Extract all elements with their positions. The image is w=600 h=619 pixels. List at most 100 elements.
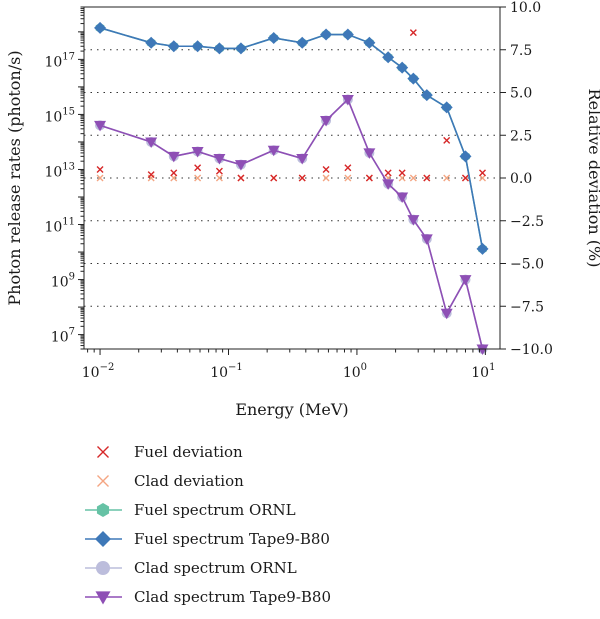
data-point (440, 101, 453, 114)
data-point (420, 89, 433, 102)
data-point (476, 242, 489, 255)
data-point (420, 234, 433, 245)
data-point (459, 150, 472, 163)
data-point (384, 169, 392, 177)
data-point (365, 174, 373, 182)
series-clad-spectrum-ornl (95, 94, 488, 354)
data-point (363, 36, 376, 49)
data-point (267, 31, 280, 44)
data-point (396, 192, 409, 203)
data-point (96, 165, 104, 173)
data-point (170, 169, 178, 177)
y-tick-label: 107 (51, 327, 75, 346)
x-tick-label: 10−2 (82, 362, 115, 381)
legend-marker (96, 561, 110, 575)
data-point (191, 40, 204, 53)
data-point (94, 120, 107, 132)
data-point (213, 42, 226, 55)
legend-item: Fuel deviation (97, 443, 243, 461)
legend-label: Fuel spectrum ORNL (134, 501, 296, 519)
data-point (459, 275, 472, 286)
y2-tick-label: 7.5 (510, 43, 532, 59)
data-point (396, 61, 409, 74)
legend-marker (97, 446, 109, 458)
data-point (322, 165, 330, 173)
legend-marker (96, 503, 110, 517)
data-point (398, 174, 406, 182)
data-point (215, 167, 223, 175)
data-point (382, 51, 395, 64)
y2-tick-label: 5.0 (510, 86, 532, 102)
series-line (99, 98, 484, 350)
y-tick-label: 109 (51, 272, 75, 291)
data-point (213, 154, 226, 165)
x-axis-label: Energy (MeV) (235, 400, 348, 419)
data-point (145, 36, 158, 49)
data-point (96, 174, 104, 182)
data-point (194, 174, 202, 182)
legend-item: Clad spectrum ORNL (85, 559, 297, 577)
y-tick-label: 1017 (44, 51, 75, 70)
legend-label: Fuel spectrum Tape9-B80 (134, 530, 330, 548)
legend-label: Clad deviation (134, 472, 244, 490)
data-point (215, 174, 223, 182)
data-point (167, 40, 180, 53)
series-fuel-deviation (96, 29, 486, 182)
x-tick-label: 101 (471, 362, 495, 381)
data-point (382, 179, 395, 190)
data-point (398, 169, 406, 177)
data-point (270, 174, 278, 182)
data-point (234, 160, 247, 171)
y-axis-left: 107 109 1011 1013 1015 1017 (44, 6, 84, 350)
data-point (476, 344, 489, 355)
data-point (94, 21, 107, 34)
data-point (341, 94, 354, 106)
legend: Fuel deviation Clad deviation Fuel spectru… (85, 443, 331, 606)
data-point (234, 42, 247, 55)
data-point (407, 72, 420, 85)
y2-tick-label: 10.0 (510, 0, 541, 16)
data-point (363, 148, 376, 159)
data-point (145, 137, 158, 148)
data-point (443, 174, 451, 182)
data-point (479, 174, 486, 182)
data-point (461, 174, 469, 182)
legend-marker (95, 591, 111, 605)
data-point (440, 308, 453, 320)
y-tick-label: 1015 (44, 106, 75, 125)
series-line (99, 27, 484, 250)
series-fuel-spectrum-tape9-b80 (94, 21, 489, 255)
legend-item: Clad spectrum Tape9-B80 (85, 588, 331, 606)
data-point (443, 136, 451, 144)
y2-tick-label: 2.5 (510, 128, 532, 144)
data-point (320, 116, 333, 127)
data-point (194, 164, 202, 172)
y2-tick-label: −10.0 (510, 342, 553, 358)
data-point (191, 146, 204, 158)
data-point (344, 164, 352, 172)
legend-marker (97, 475, 109, 487)
data-point (322, 174, 330, 182)
data-point (298, 174, 306, 182)
data-point (344, 174, 352, 182)
series-line (99, 27, 484, 250)
data-point (267, 145, 280, 157)
y2-tick-label: 0.0 (510, 171, 532, 187)
x-tick-label: 10−1 (210, 362, 243, 381)
legend-label: Clad spectrum ORNL (134, 559, 297, 577)
y-tick-label: 1011 (44, 217, 75, 236)
legend-item: Fuel spectrum Tape9-B80 (85, 530, 330, 548)
series-layer (94, 21, 489, 355)
series-clad-spectrum-tape9-b80 (94, 94, 489, 355)
data-point (170, 174, 178, 182)
data-point (479, 169, 486, 177)
data-point (409, 29, 417, 37)
y2-tick-label: −2.5 (510, 214, 544, 230)
data-point (423, 174, 431, 182)
y-axis-label: Photon release rates (photon/s) (5, 50, 24, 305)
y2-axis-label: Relative deviation (%) (585, 89, 600, 268)
data-point (407, 215, 420, 226)
data-point (167, 151, 180, 163)
data-point (237, 174, 245, 182)
